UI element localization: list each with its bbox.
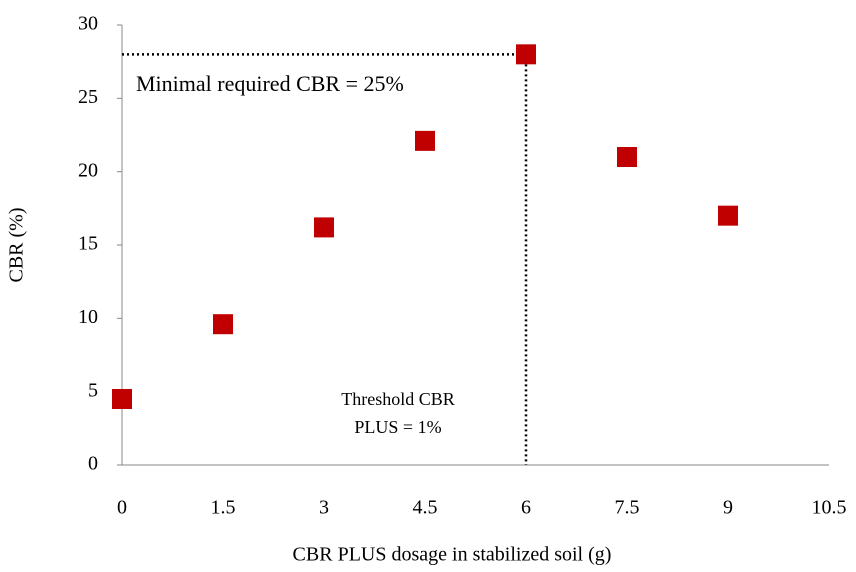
point bbox=[314, 217, 334, 238]
point bbox=[415, 130, 435, 151]
point bbox=[516, 44, 536, 65]
y-tick-label: 30 bbox=[78, 13, 98, 35]
x-tick-label: 4.5 bbox=[413, 497, 438, 519]
y-tick-label: 5 bbox=[88, 379, 98, 401]
annotation: Threshold CBR bbox=[341, 389, 455, 409]
x-tick-label: 6 bbox=[521, 497, 531, 519]
y-axis-title: CBR (%) bbox=[6, 208, 28, 283]
annotation: PLUS = 1% bbox=[354, 417, 441, 437]
point bbox=[617, 147, 637, 167]
annotation: Minimal required CBR = 25% bbox=[136, 71, 404, 96]
x-tick-label: 0 bbox=[117, 497, 127, 519]
x-axis-title: CBR PLUS dosage in stabilized soil (g) bbox=[293, 544, 612, 566]
x-tick-label: 1.5 bbox=[211, 497, 236, 519]
y-tick-label: 10 bbox=[78, 306, 98, 328]
y-tick-label: 15 bbox=[78, 233, 98, 255]
x-tick-label: 7.5 bbox=[615, 497, 640, 519]
point bbox=[112, 389, 132, 409]
y-tick-label: 25 bbox=[78, 86, 98, 108]
y-tick-label: 20 bbox=[78, 159, 98, 181]
x-tick-label: 9 bbox=[723, 497, 733, 519]
x-tick-label: 3 bbox=[319, 497, 329, 519]
y-tick-label: 0 bbox=[88, 453, 98, 475]
point bbox=[718, 205, 738, 226]
point bbox=[213, 314, 233, 335]
x-tick-label: 10.5 bbox=[812, 497, 847, 519]
